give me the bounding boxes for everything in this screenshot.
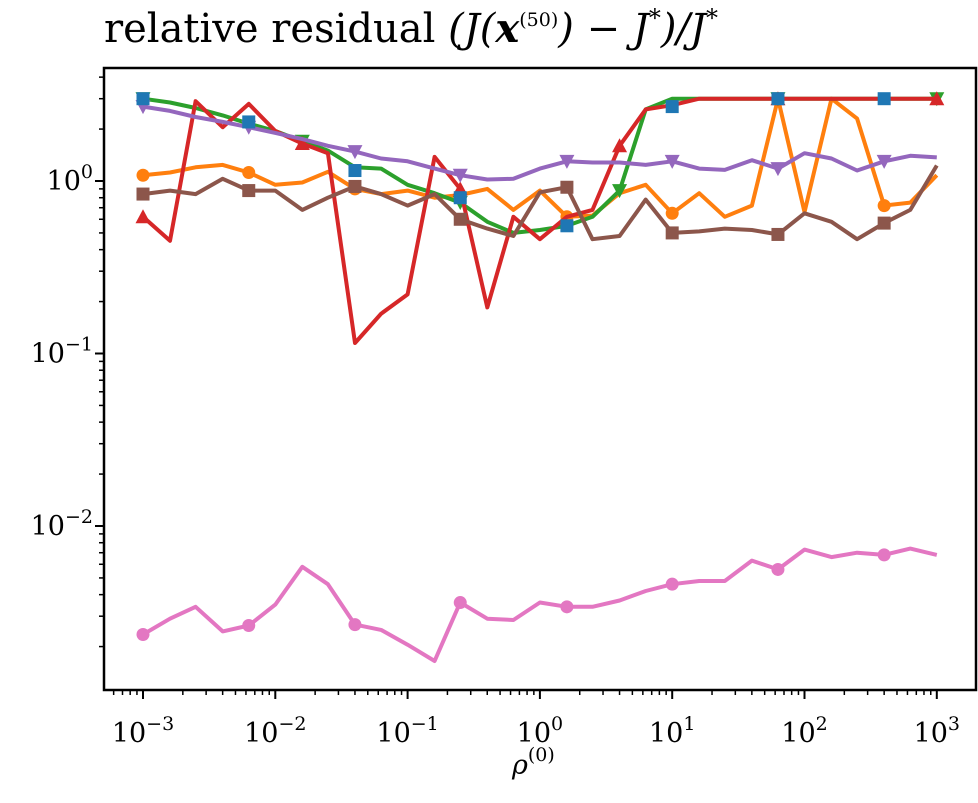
data-point-blue <box>348 164 362 178</box>
y-tick-label-base: 10 <box>31 511 65 542</box>
x-tick-label: 10−3 <box>112 713 174 749</box>
title-formula-end: )/J <box>660 6 708 52</box>
data-point-orange <box>665 206 679 220</box>
data-point-brown <box>453 212 467 226</box>
x-tick-label-exponent: 2 <box>816 713 828 735</box>
data-point-pink <box>348 618 362 632</box>
series-blue <box>136 92 891 233</box>
data-point-green <box>612 184 628 199</box>
data-point-blue <box>560 219 574 233</box>
data-point-pink <box>771 562 785 576</box>
y-tick-label-exponent: −1 <box>65 334 93 356</box>
x-tick-label-exponent: −3 <box>146 713 174 735</box>
y-tick-label-exponent: 0 <box>81 161 93 183</box>
data-point-orange <box>242 166 256 180</box>
data-point-brown <box>877 216 891 230</box>
data-point-brown <box>560 180 574 194</box>
data-point-blue <box>136 92 150 106</box>
title-star-2: * <box>706 4 718 32</box>
series-line-brown <box>142 164 939 242</box>
data-point-red <box>135 209 151 224</box>
series-brown <box>136 164 939 242</box>
data-point-purple <box>452 168 468 183</box>
x-tick-label-exponent: −2 <box>278 713 306 735</box>
y-tick-label: 10−1 <box>31 334 93 370</box>
data-point-red <box>929 91 945 106</box>
data-point-blue <box>242 115 256 129</box>
y-tick-label: 100 <box>47 161 93 197</box>
y-tick-label-base: 10 <box>47 166 81 197</box>
x-tick-label: 10−1 <box>376 713 438 749</box>
data-point-blue <box>453 191 467 205</box>
x-tick-label-base: 10 <box>244 718 278 749</box>
data-point-brown <box>348 179 362 193</box>
x-tick-label-exponent: −1 <box>411 713 439 735</box>
data-point-orange <box>136 168 150 182</box>
data-point-blue <box>771 92 785 106</box>
x-tick-label-base: 10 <box>649 718 683 749</box>
x-tick-label-base: 10 <box>914 718 948 749</box>
data-point-brown <box>771 227 785 241</box>
x-tick-label-base: 10 <box>376 718 410 749</box>
x-axis-ticks: 10−3 10−2 10−1 100 101 102 103 <box>112 690 960 749</box>
data-point-red <box>294 135 310 150</box>
series-layer <box>135 91 945 663</box>
series-line-red <box>141 96 937 345</box>
data-point-pink <box>877 548 891 562</box>
data-point-pink <box>665 577 679 591</box>
data-point-pink <box>453 596 467 610</box>
data-point-purple <box>559 154 575 169</box>
x-tick-label-exponent: 3 <box>948 713 960 735</box>
data-point-brown <box>136 187 150 201</box>
x-tick-label: 103 <box>914 713 960 749</box>
x-tick-label-exponent: 1 <box>683 713 695 735</box>
x-tick-label-exponent: 0 <box>551 713 563 735</box>
data-point-brown <box>665 226 679 240</box>
title-exponent: (50) <box>519 9 558 31</box>
data-point-red <box>612 138 628 153</box>
data-point-blue <box>877 92 891 106</box>
x-axis-label-exponent: (0) <box>528 744 555 766</box>
plot-frame <box>102 66 978 692</box>
series-pink <box>136 546 938 663</box>
series-line-purple <box>142 104 937 182</box>
x-tick-label: 100 <box>517 713 563 749</box>
y-tick-label-exponent: −2 <box>65 506 93 528</box>
title-formula-mid: ) − J <box>557 6 651 52</box>
data-point-purple <box>347 145 363 160</box>
x-tick-label: 101 <box>649 713 695 749</box>
chart-title: relative residual (J(x(50)) − J*)/J* <box>104 4 718 52</box>
title-star: * <box>649 4 661 32</box>
series-line-pink <box>141 546 938 663</box>
title-prefix: relative residual <box>104 6 448 52</box>
title-bold-x: x <box>494 5 520 52</box>
x-axis-label-base: ρ <box>511 750 528 781</box>
data-point-pink <box>242 618 256 632</box>
x-tick-label-base: 10 <box>781 718 815 749</box>
y-tick-label-base: 10 <box>31 339 65 370</box>
data-point-purple <box>664 154 680 169</box>
data-point-pink <box>136 627 150 641</box>
x-axis-label: ρ(0) <box>511 744 555 781</box>
x-tick-label-base: 10 <box>517 718 551 749</box>
y-tick-label: 10−2 <box>31 506 93 542</box>
data-point-brown <box>242 184 256 198</box>
data-point-purple <box>770 162 786 177</box>
title-formula-open: (J( <box>448 6 497 52</box>
x-tick-label: 102 <box>781 713 827 749</box>
data-point-blue <box>665 100 679 114</box>
data-point-purple <box>876 154 892 169</box>
x-tick-label: 10−2 <box>244 713 306 749</box>
data-point-pink <box>560 600 574 614</box>
data-point-orange <box>877 199 891 213</box>
x-tick-label-base: 10 <box>112 718 146 749</box>
